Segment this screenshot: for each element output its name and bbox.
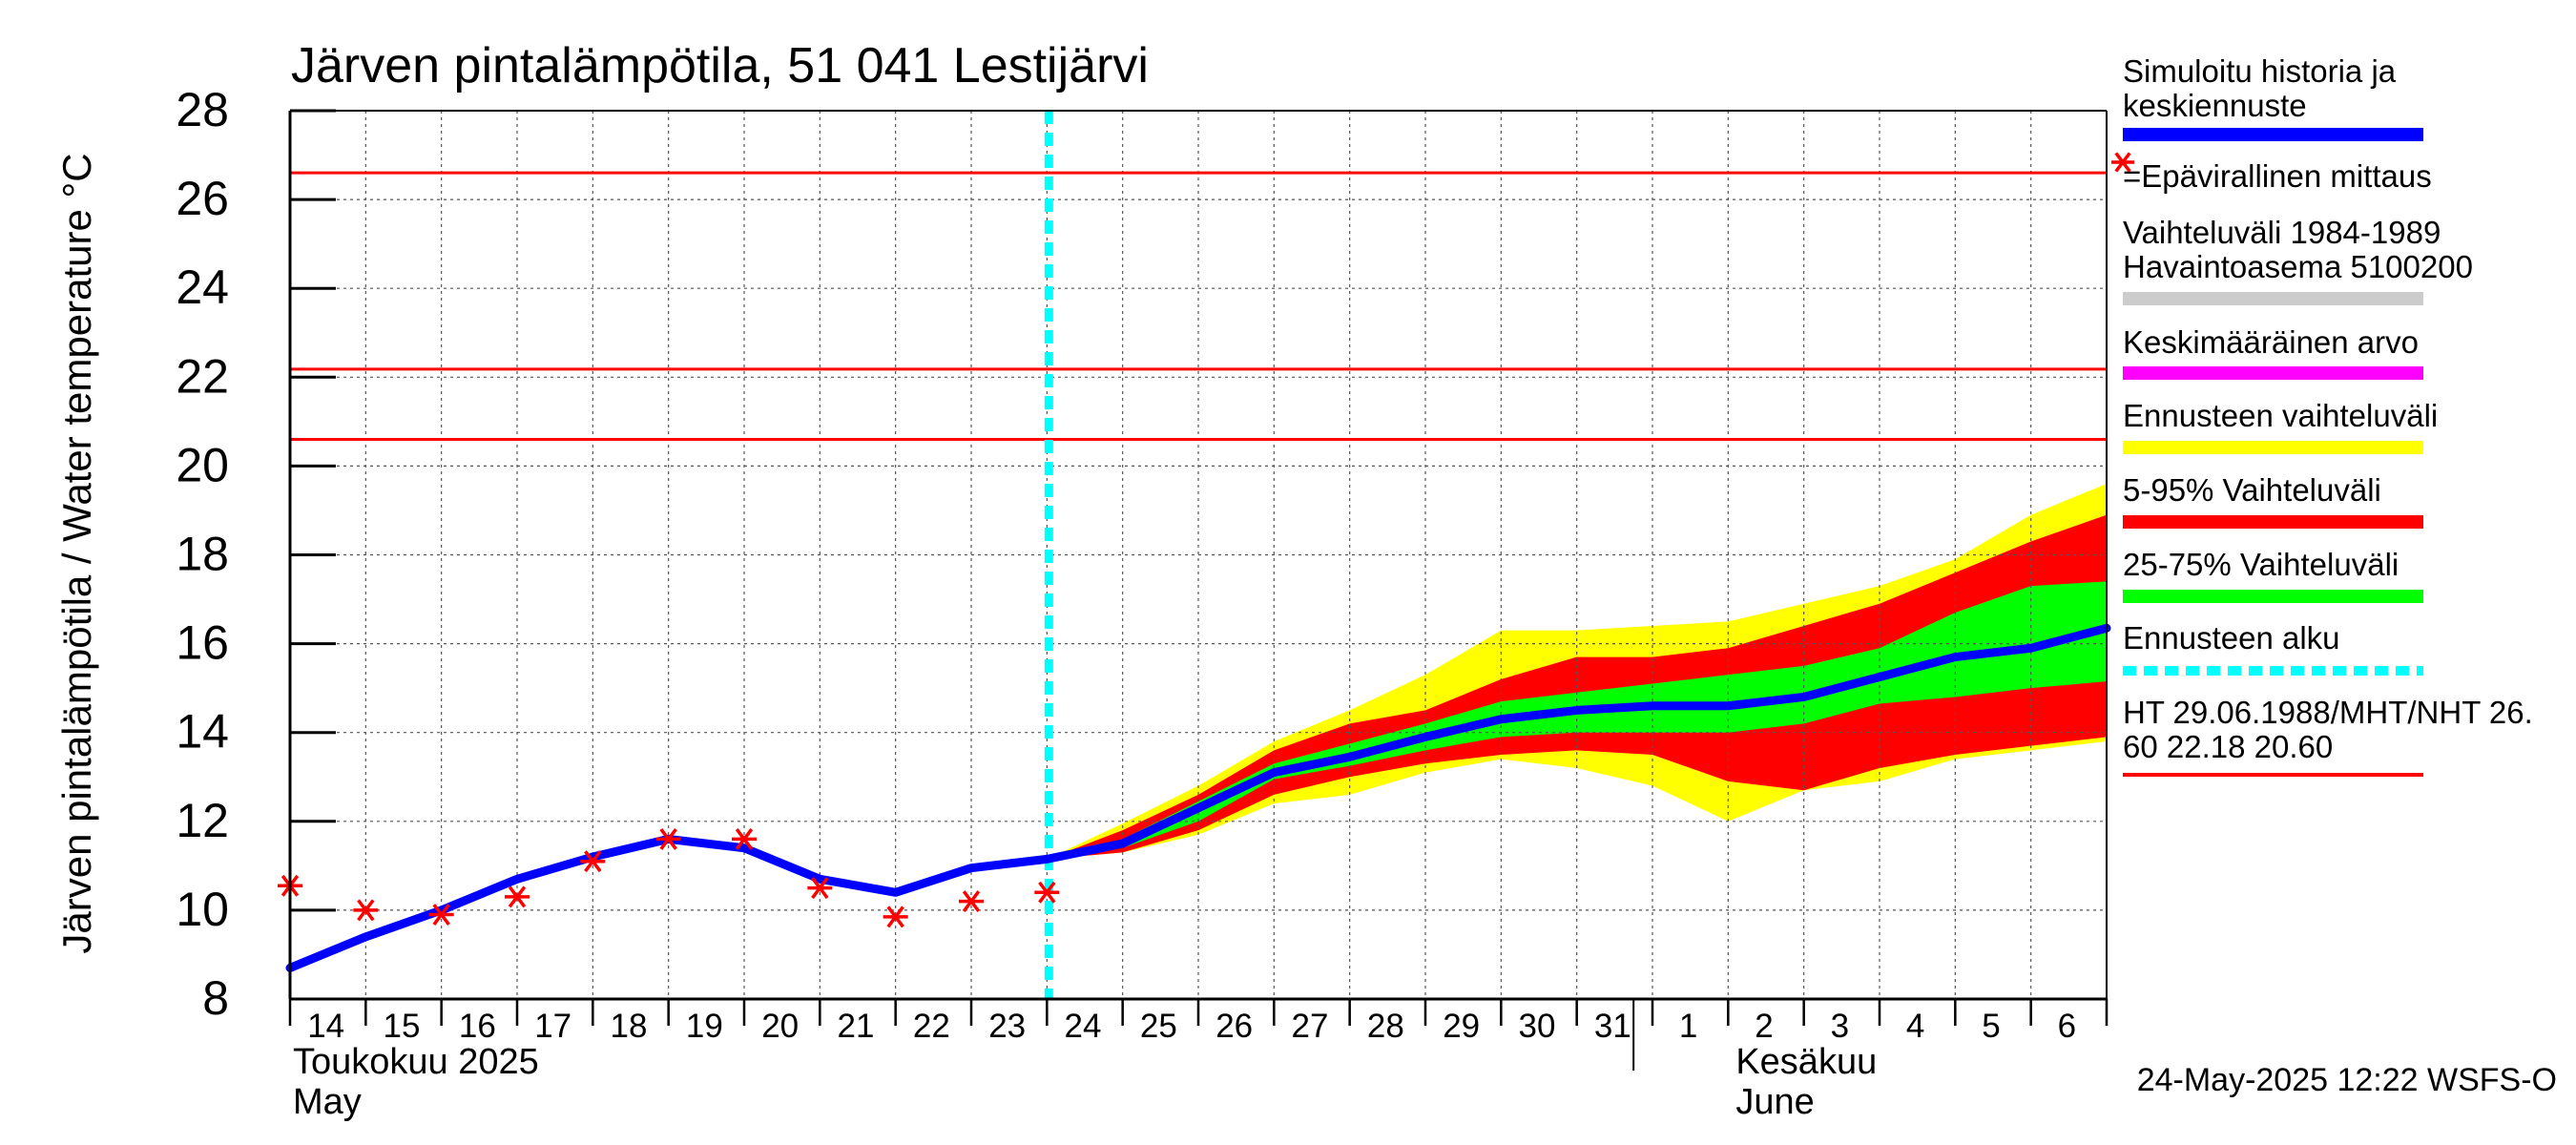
y-tick-label: 8 — [202, 971, 229, 1025]
footer-timestamp: 24-May-2025 12:22 WSFS-O — [2137, 1062, 2557, 1098]
observation-marker — [655, 827, 681, 850]
observation-marker — [883, 906, 908, 928]
x-tick-label: 15 — [384, 1008, 421, 1045]
x-tick-label: 24 — [1065, 1008, 1102, 1045]
legend-label: Ennusteen vaihteluväli — [2123, 398, 2438, 433]
y-tick-label: 28 — [176, 83, 229, 136]
month-label-english: May — [293, 1082, 362, 1122]
legend-label: Keskimääräinen arvo — [2123, 324, 2419, 360]
observation-marker — [807, 877, 833, 900]
observation-marker — [959, 890, 984, 913]
observation-marker — [428, 904, 454, 926]
observation-marker-stroke — [508, 885, 527, 908]
observation-marker — [732, 827, 757, 850]
x-tick-label: 26 — [1215, 1008, 1253, 1045]
legend-marker — [2111, 152, 2134, 173]
legend-label: Havaintoasema 5100200 — [2123, 249, 2473, 284]
legend-label: Vaihteluväli 1984-1989 — [2123, 215, 2441, 250]
observation-marker-stroke — [811, 877, 829, 900]
y-tick-label: 20 — [176, 438, 229, 491]
x-tick-label: 31 — [1594, 1008, 1631, 1045]
observation-marker — [580, 850, 606, 873]
simulated-median — [285, 623, 2111, 972]
x-tick-label: 21 — [838, 1008, 875, 1045]
x-tick-label: 27 — [1292, 1008, 1329, 1045]
y-tick-label: 18 — [176, 528, 229, 581]
x-tick-label: 23 — [988, 1008, 1026, 1045]
x-tick-label: 6 — [2058, 1008, 2076, 1045]
y-axis-label: Järven pintalämpötila / Water temperatur… — [54, 153, 99, 953]
x-tick-label: 19 — [686, 1008, 723, 1045]
month-label: Kesäkuu — [1735, 1042, 1877, 1082]
median-line — [285, 623, 2111, 972]
observation-marker-stroke — [886, 906, 904, 928]
x-tick-label: 1 — [1679, 1008, 1697, 1045]
legend-label: 25-75% Vaihteluväli — [2123, 547, 2399, 582]
reference-lines — [290, 171, 2107, 441]
x-tick-label: 2 — [1755, 1008, 1773, 1045]
axes — [288, 109, 2109, 1071]
x-tick-label: 3 — [1831, 1008, 1849, 1045]
legend-label: Ennusteen alku — [2123, 620, 2340, 656]
observation-marker-stroke — [659, 827, 677, 850]
x-tick-label: 5 — [1982, 1008, 2000, 1045]
y-tick-label: 26 — [176, 172, 229, 225]
observation-marker-stroke — [584, 850, 602, 873]
legend-label: HT 29.06.1988/MHT/NHT 26. — [2123, 695, 2533, 730]
observation-marker-stroke — [962, 890, 981, 913]
observation-marker — [353, 899, 379, 922]
x-tick-label: 4 — [1906, 1008, 1924, 1045]
x-tick-label: 25 — [1140, 1008, 1177, 1045]
legend-label: Simuloitu historia ja — [2123, 53, 2397, 89]
observation-marker-stroke — [357, 899, 375, 922]
y-tick-label: 10 — [176, 883, 229, 936]
month-label: Toukokuu 2025 — [293, 1042, 539, 1082]
y-tick-label: 22 — [176, 349, 229, 403]
observation-marker — [505, 885, 530, 908]
x-tick-label: 29 — [1443, 1008, 1480, 1045]
x-tick-label: 16 — [459, 1008, 496, 1045]
x-tick-label: 28 — [1367, 1008, 1404, 1045]
observation-markers — [278, 827, 1060, 928]
chart-title: Järven pintalämpötila, 51 041 Lestijärvi — [291, 38, 1149, 94]
x-tick-label: 18 — [611, 1008, 648, 1045]
observation-marker-stroke — [1038, 881, 1056, 904]
observation-marker-stroke — [2114, 152, 2131, 173]
legend-label: keskiennuste — [2123, 88, 2307, 123]
x-tick-label: 22 — [913, 1008, 950, 1045]
x-tick-label: 17 — [534, 1008, 571, 1045]
y-tick-label: 14 — [176, 705, 229, 759]
y-tick-label: 12 — [176, 794, 229, 847]
x-tick-label: 14 — [307, 1008, 344, 1045]
observation-marker — [1034, 881, 1060, 904]
y-tick-label: 24 — [176, 260, 229, 314]
month-label-english: June — [1735, 1082, 1814, 1122]
x-tick-label: 20 — [761, 1008, 799, 1045]
y-tick-label: 16 — [176, 616, 229, 670]
x-tick-label: 30 — [1519, 1008, 1556, 1045]
observation-marker-stroke — [735, 827, 754, 850]
legend-label: 60 22.18 20.60 — [2123, 729, 2333, 764]
legend-label: =Epävirallinen mittaus — [2123, 158, 2432, 194]
legend-label: 5-95% Vaihteluväli — [2123, 472, 2381, 508]
grid-lines — [290, 111, 2107, 999]
observation-marker-stroke — [432, 904, 450, 926]
